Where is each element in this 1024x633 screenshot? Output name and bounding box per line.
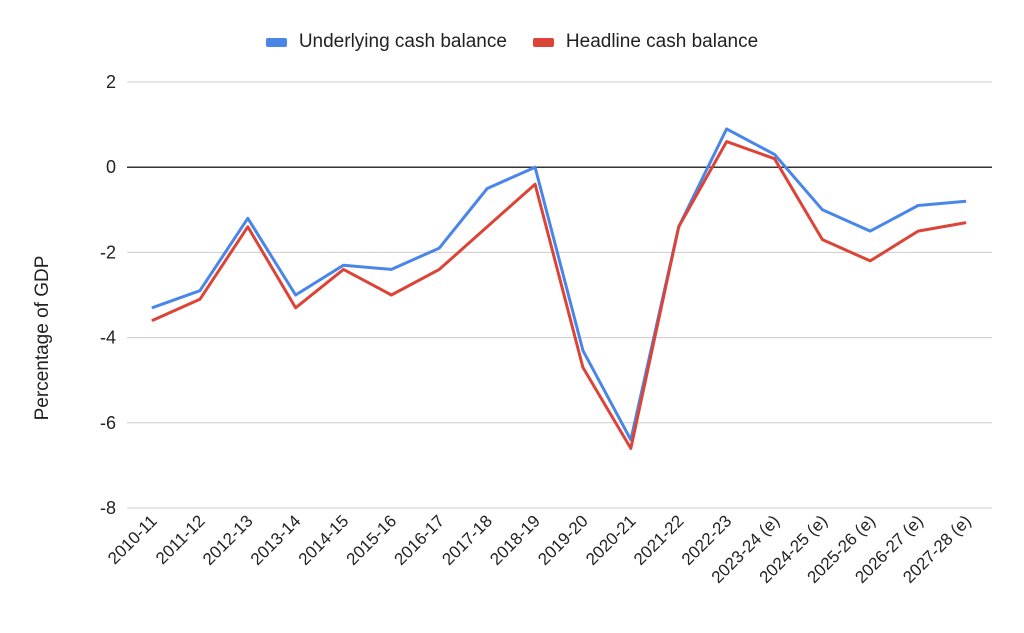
headline-point <box>773 158 775 160</box>
headline-point <box>390 294 392 296</box>
headline-point <box>247 226 249 228</box>
x-tick-label: 2021-22 <box>630 511 688 569</box>
underlying-point <box>726 128 728 130</box>
y-tick-label: 2 <box>106 72 116 92</box>
underlying-point <box>582 349 584 351</box>
underlying-cash-balance-line[interactable] <box>151 127 967 442</box>
legend-item-headline[interactable]: Headline cash balance <box>532 31 759 53</box>
underlying-point <box>390 268 392 270</box>
underlying-point <box>965 200 967 202</box>
underlying-point <box>247 217 249 219</box>
underlying-point <box>199 290 201 292</box>
legend-swatch-underlying <box>265 37 287 47</box>
headline-point <box>151 320 153 322</box>
x-tick-label: 2019-20 <box>534 511 592 569</box>
x-tick-label: 2015-16 <box>343 511 401 569</box>
y-tick-label: -4 <box>100 328 116 348</box>
x-tick-label: 2010-11 <box>104 511 161 568</box>
headline-point <box>486 226 488 228</box>
underlying-point <box>773 153 775 155</box>
underlying-point <box>438 247 440 249</box>
headline-point <box>726 141 728 143</box>
headline-point <box>630 447 632 449</box>
headline-point <box>582 366 584 368</box>
y-tick-label: 0 <box>106 157 116 177</box>
legend-item-underlying[interactable]: Underlying cash balance <box>265 31 507 53</box>
x-tick-label: 2011-12 <box>152 511 209 568</box>
x-tick-label: 2018-19 <box>486 511 544 569</box>
headline-point <box>199 298 201 300</box>
y-tick-label: -2 <box>100 242 116 262</box>
y-axis-ticks: 2 0 -2 -4 -6 -8 <box>100 72 116 518</box>
underlying-point <box>821 209 823 211</box>
underlying-point <box>917 205 919 207</box>
underlying-point <box>295 294 297 296</box>
underlying-point <box>151 307 153 309</box>
y-axis-label: Percentage of GDP <box>32 256 53 421</box>
series-lines <box>151 127 967 450</box>
chart-legend: Underlying cash balance Headline cash ba… <box>0 28 1024 56</box>
x-tick-label: 2013-14 <box>247 511 305 569</box>
headline-point <box>343 268 345 270</box>
gridlines <box>127 81 992 509</box>
legend-label-headline: Headline cash balance <box>565 31 759 52</box>
headline-point <box>438 268 440 270</box>
headline-point <box>534 183 536 185</box>
underlying-point <box>869 230 871 232</box>
y-tick-label: -6 <box>100 413 116 433</box>
x-tick-label: 2016-17 <box>391 511 449 569</box>
headline-point <box>917 230 919 232</box>
x-tick-label: 2017-18 <box>438 511 496 569</box>
underlying-point <box>343 264 345 266</box>
headline-point <box>869 260 871 262</box>
legend-swatch-headline <box>532 37 554 47</box>
y-tick-label: -8 <box>100 498 116 518</box>
legend-label-underlying: Underlying cash balance <box>298 31 507 52</box>
headline-cash-balance-line[interactable] <box>151 140 967 450</box>
x-tick-label: 2014-15 <box>295 511 353 569</box>
headline-point <box>821 239 823 241</box>
underlying-point <box>534 166 536 168</box>
underlying-point <box>486 188 488 189</box>
headline-point <box>678 226 680 228</box>
x-tick-label: 2020-21 <box>582 511 640 569</box>
headline-point <box>965 222 967 224</box>
x-tick-label: 2012-13 <box>199 511 257 569</box>
headline-point <box>295 307 297 309</box>
x-axis-ticks: 2010-112011-122012-132013-142014-152015-… <box>104 511 975 587</box>
